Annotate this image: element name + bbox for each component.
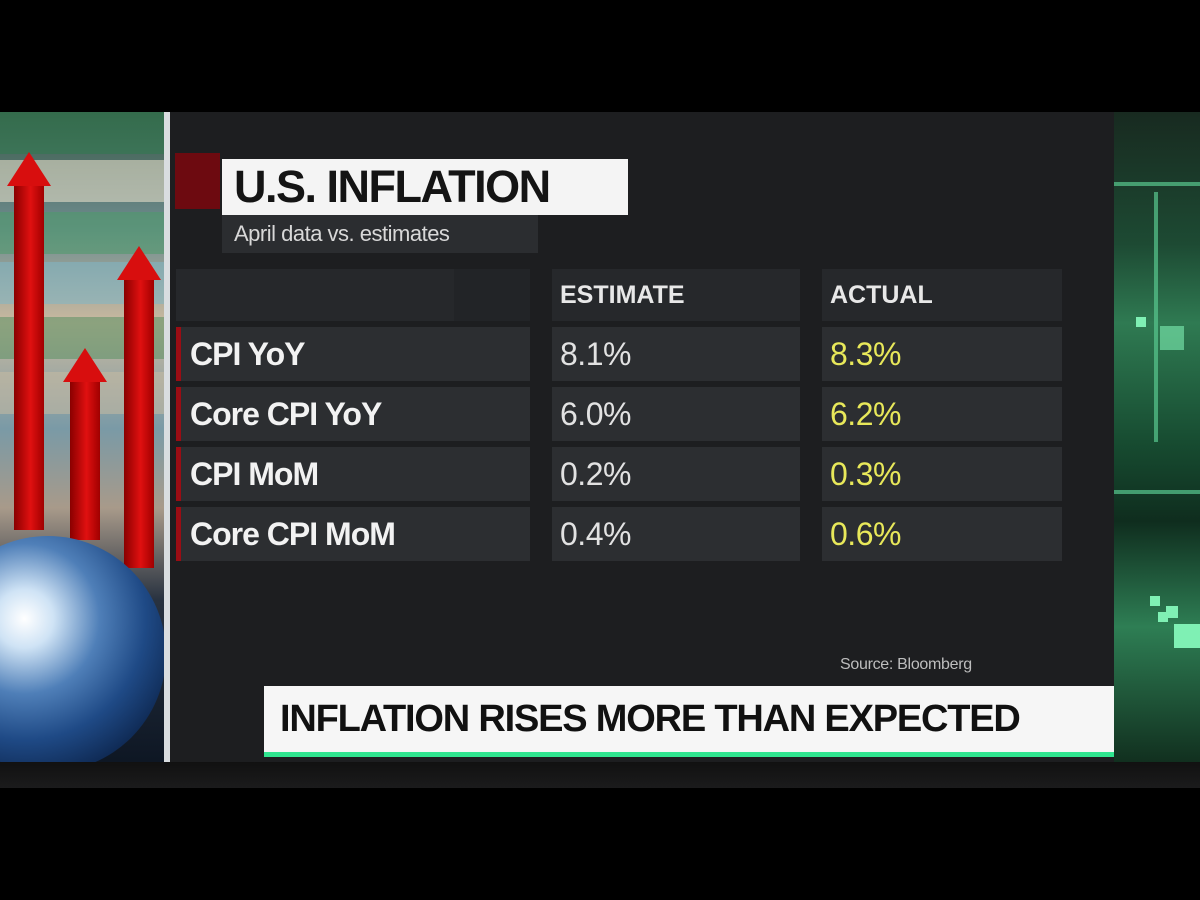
- row-accent-bar: [176, 387, 181, 441]
- actual-value: 6.2%: [822, 387, 1062, 441]
- column-header-estimate: ESTIMATE: [552, 269, 800, 321]
- decor-dot: [1150, 596, 1160, 606]
- estimate-value: 6.0%: [552, 387, 800, 441]
- broadcast-frame: U.S. INFLATION April data vs. estimates …: [0, 112, 1200, 788]
- right-decor-panel: [1114, 112, 1200, 772]
- row-label: CPI MoM: [176, 447, 530, 501]
- row-label: CPI YoY: [176, 327, 530, 381]
- table-row: CPI YoY 8.1% 8.3%: [176, 327, 1062, 381]
- estimate-value: 8.1%: [552, 327, 800, 381]
- red-arrow: [70, 380, 100, 540]
- inflation-table: ESTIMATE ACTUAL CPI YoY 8.1% 8.3% Core C…: [176, 269, 1062, 561]
- left-decor-panel: [0, 112, 168, 772]
- decor-dot: [1160, 326, 1184, 350]
- red-arrow-head: [117, 246, 161, 280]
- decor-dot: [1136, 317, 1146, 327]
- decor-dot: [1166, 606, 1178, 618]
- source-note: Source: Bloomberg: [840, 656, 972, 673]
- row-accent-bar: [176, 447, 181, 501]
- header-blank-cell: [176, 269, 454, 321]
- red-arrow: [124, 278, 154, 568]
- decor-dot: [1174, 624, 1200, 648]
- column-header-actual: ACTUAL: [822, 269, 1062, 321]
- title-accent-block: [175, 153, 220, 209]
- estimate-value: 0.4%: [552, 507, 800, 561]
- graphic-subtitle: April data vs. estimates: [222, 215, 538, 253]
- row-label: Core CPI MoM: [176, 507, 530, 561]
- table-row: Core CPI MoM 0.4% 0.6%: [176, 507, 1062, 561]
- decor-dot: [1158, 612, 1168, 622]
- lower-third-banner: INFLATION RISES MORE THAN EXPECTED: [264, 686, 1114, 756]
- red-arrow-head: [7, 152, 51, 186]
- banner-underline: [264, 752, 1114, 757]
- header-blank-cell: [454, 269, 530, 321]
- row-accent-bar: [176, 507, 181, 561]
- banknote-image: [0, 112, 168, 154]
- earth-globe-image: [0, 536, 166, 772]
- decor-line: [1154, 192, 1158, 442]
- estimate-value: 0.2%: [552, 447, 800, 501]
- actual-value: 0.6%: [822, 507, 1062, 561]
- actual-value: 8.3%: [822, 327, 1062, 381]
- row-label: Core CPI YoY: [176, 387, 530, 441]
- studio-floor: [0, 762, 1200, 788]
- graphic-title: U.S. INFLATION: [222, 159, 628, 215]
- table-row: Core CPI YoY 6.0% 6.2%: [176, 387, 1062, 441]
- decor-line: [1114, 490, 1200, 494]
- table-row: CPI MoM 0.2% 0.3%: [176, 447, 1062, 501]
- red-arrow: [14, 184, 44, 530]
- actual-value: 0.3%: [822, 447, 1062, 501]
- panel-divider: [164, 112, 170, 772]
- decor-line: [1114, 182, 1200, 186]
- row-accent-bar: [176, 327, 181, 381]
- red-arrow-head: [63, 348, 107, 382]
